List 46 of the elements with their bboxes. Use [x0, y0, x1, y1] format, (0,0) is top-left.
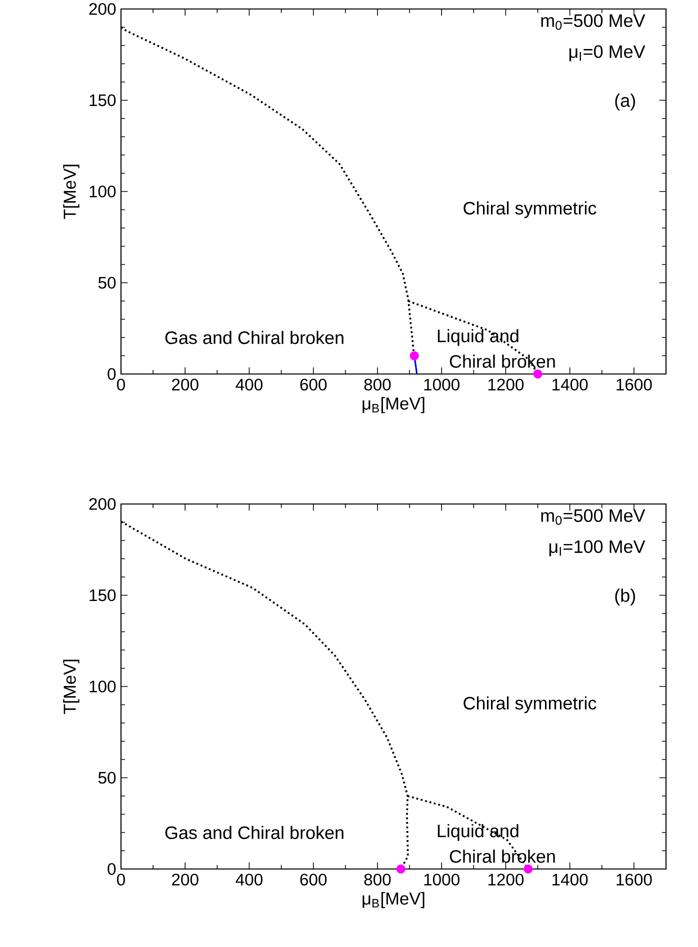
annotation: m$_{0}$=500 MeV — [541, 509, 646, 525]
x-tick-label: 1200 — [488, 874, 524, 886]
x-tick-label: 1200 — [488, 378, 524, 391]
x-tick-label: 600 — [300, 874, 327, 886]
annotation: m$_{0}$=500 MeV — [541, 14, 646, 30]
x-axis-title: μ$_{B}$[MeV] — [362, 396, 424, 414]
y-tick-label: 100 — [90, 186, 116, 198]
annotation: μ$_{I}$=0 MeV — [569, 45, 646, 62]
x-tick-label: 1400 — [552, 378, 588, 391]
y-tick-label: 200 — [89, 498, 116, 510]
annotation: (a) — [615, 94, 635, 110]
x-tick-label: 800 — [364, 874, 391, 886]
annotation: Gas and Chiral broken — [165, 826, 344, 840]
y-tick-label: 50 — [98, 276, 116, 289]
x-tick-label: 1000 — [424, 874, 460, 886]
y-axis-title: T[MeV] — [63, 660, 80, 714]
y-axis-title: T[MeV] — [63, 164, 80, 220]
annotation: μ$_{I}$=100 MeV — [549, 540, 646, 556]
annotation: Chiral broken — [450, 850, 555, 863]
annotation: (b) — [615, 588, 635, 606]
y-tick-label: 50 — [98, 772, 116, 784]
x-tick-label: 200 — [172, 378, 198, 391]
y-tick-label: 150 — [90, 94, 116, 106]
y-tick-label: 0 — [108, 368, 116, 380]
x-tick-label: 600 — [300, 378, 327, 391]
annotation: Gas and Chiral broken — [165, 330, 344, 344]
x-tick-label: 1600 — [616, 378, 652, 391]
annotation: Chiral symmetric — [464, 201, 596, 218]
x-tick-label: 800 — [364, 378, 391, 391]
x-tick-label: 400 — [236, 378, 262, 391]
annotation: Chiral broken — [450, 354, 555, 368]
annotation: Liquid and — [438, 329, 518, 346]
x-tick-label: 1000 — [424, 378, 460, 391]
x-tick-label: 400 — [236, 874, 262, 886]
annotation: Chiral symmetric — [464, 696, 596, 714]
x-tick-label: 1600 — [616, 874, 652, 886]
x-tick-label: 1400 — [552, 874, 588, 886]
x-axis-title: μ$_{B}$[MeV] — [362, 892, 424, 908]
x-tick-label: 0 — [117, 874, 125, 886]
y-tick-label: 200 — [89, 3, 116, 15]
x-tick-label: 200 — [172, 874, 198, 886]
y-tick-label: 0 — [108, 863, 116, 875]
y-tick-label: 150 — [90, 589, 116, 602]
x-tick-label: 0 — [117, 378, 125, 391]
y-tick-label: 100 — [90, 680, 116, 692]
annotation: Liquid and — [438, 824, 518, 841]
